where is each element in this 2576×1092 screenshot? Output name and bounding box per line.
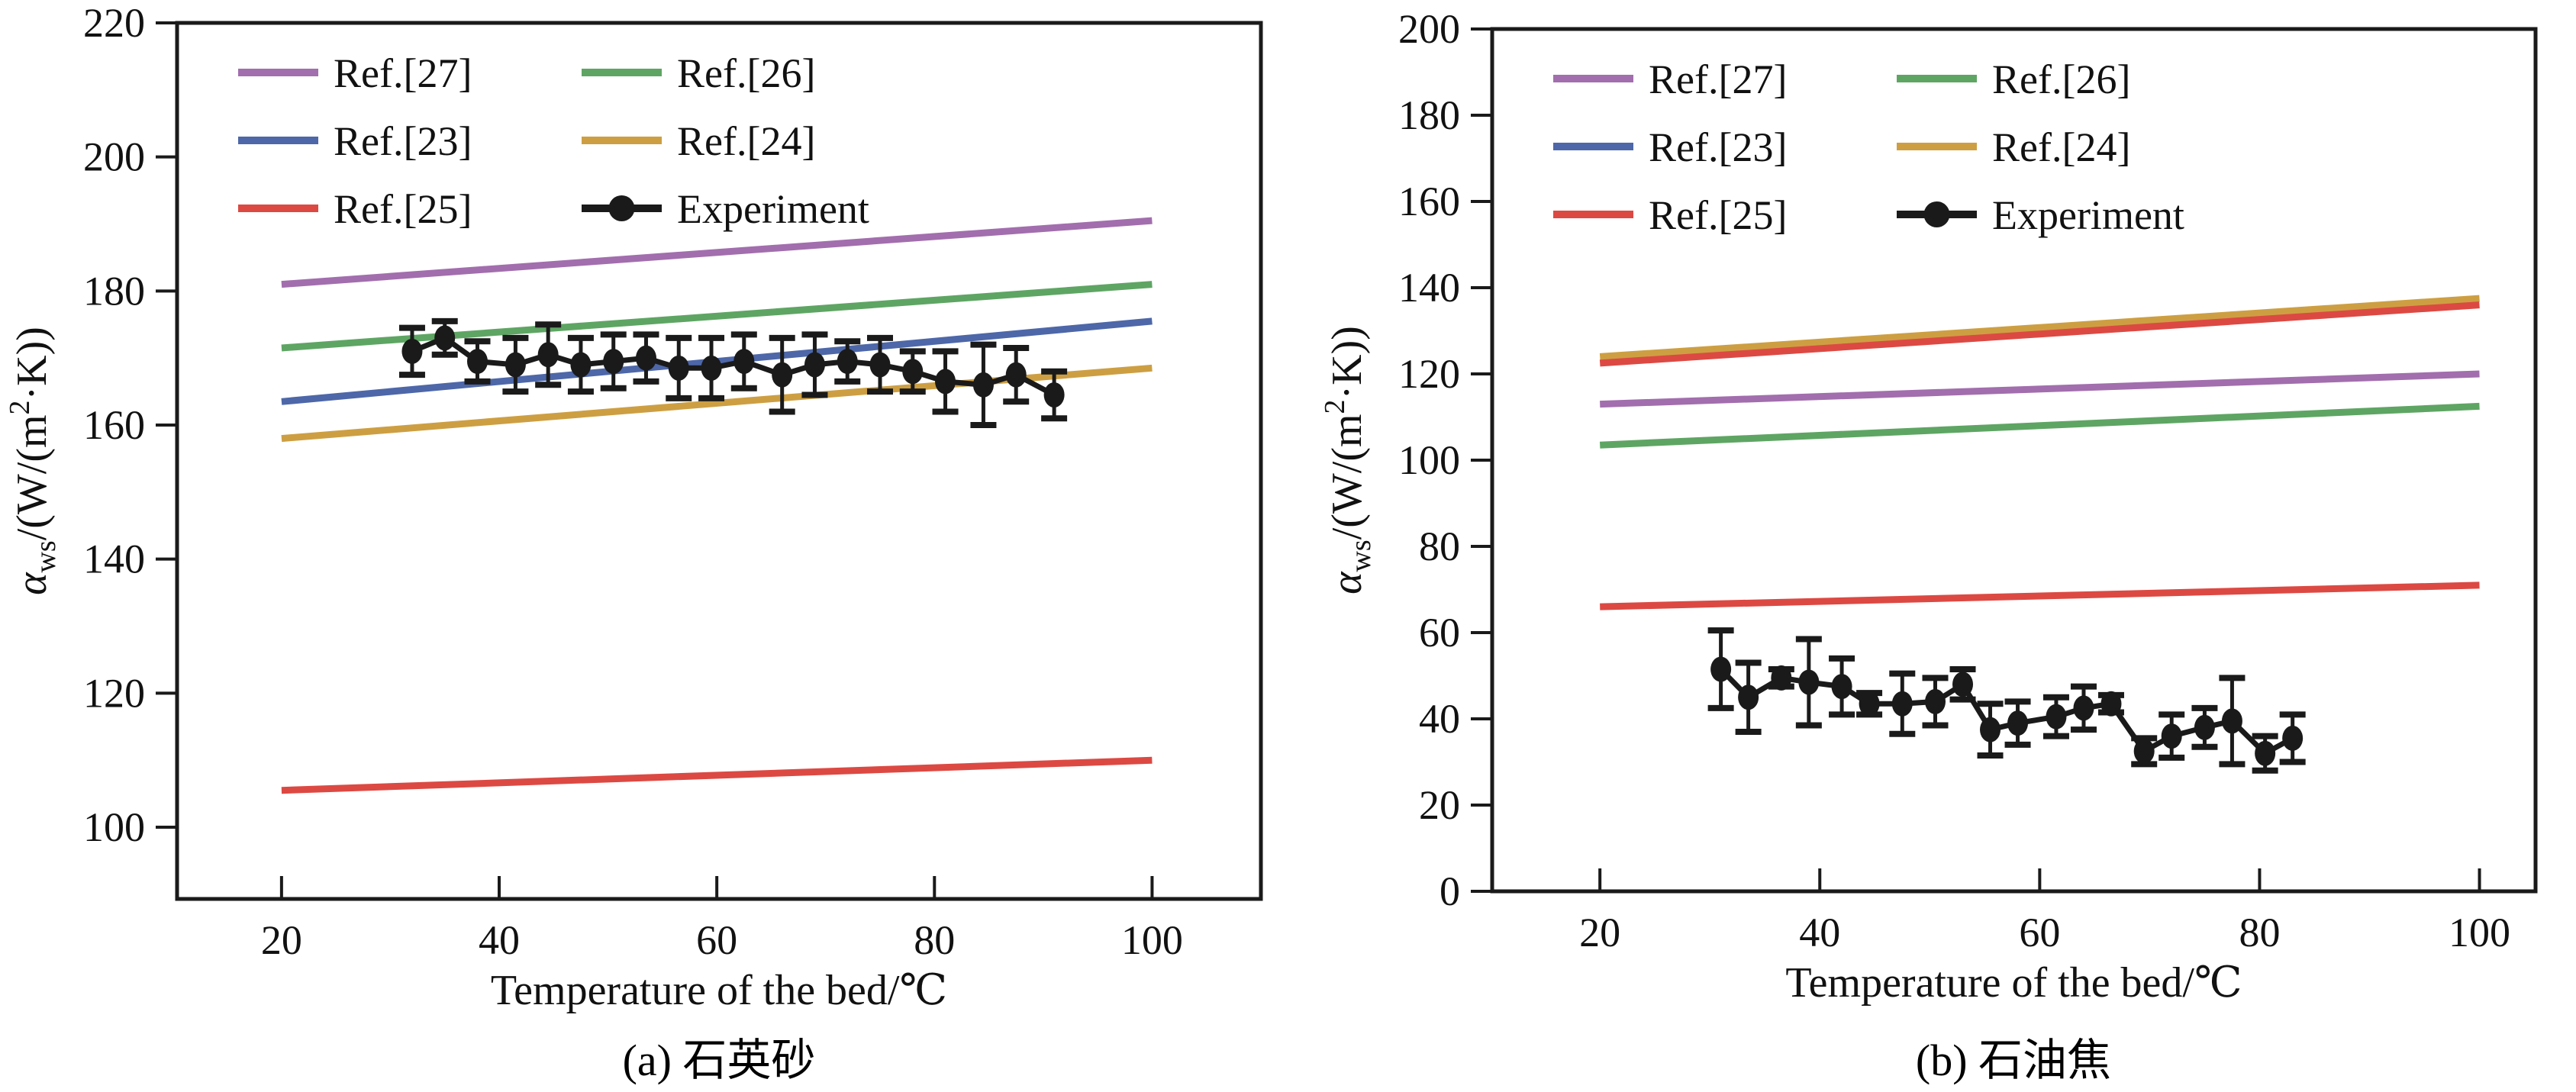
y-tick-label: 80: [1419, 523, 1460, 569]
y-tick-label: 160: [83, 402, 145, 448]
caption-panel-b: (b) 石油焦: [1915, 1036, 2112, 1085]
legend-entry: Ref.[25]: [238, 186, 472, 232]
panel-b: 20 40 60 80 100 0 20 40 60 80 100 120 140 160 180 200 Te…: [1319, 6, 2538, 1007]
experiment-error-bars: [1707, 627, 2306, 774]
legend-label: Ref.[26]: [677, 50, 815, 96]
y-tick-label: 140: [83, 536, 145, 582]
legend-entry: Experiment: [582, 186, 869, 232]
series-line-Ref.[26]: [1600, 402, 2480, 449]
x-tick-label: 40: [1799, 910, 1840, 955]
x-tick-label: 60: [2019, 910, 2060, 955]
series-line-Ref.[25]: [1600, 581, 2480, 610]
series-line-Ref.[27]: [281, 217, 1153, 288]
legend-marker-circle: [1923, 201, 1950, 227]
legend-label: Ref.[27]: [1649, 56, 1787, 102]
legend-label: Ref.[25]: [334, 186, 472, 232]
y-tick-label: 60: [1419, 610, 1460, 656]
y-tick-label: 200: [1398, 6, 1460, 52]
x-tick-label: 20: [261, 917, 302, 963]
legend-entry: Ref.[23]: [1553, 124, 1787, 170]
experiment-markers: [1710, 656, 2304, 766]
experiment-error-bars: [398, 317, 1068, 429]
y-tick-label: 220: [83, 0, 145, 46]
legend-marker-circle: [608, 195, 635, 221]
legend-label: Experiment: [1992, 192, 2184, 238]
legend-entry: Experiment: [1897, 192, 2184, 238]
y-tick-label: 20: [1419, 782, 1460, 828]
legend-entry: Ref.[23]: [238, 118, 472, 164]
x-tick-label: 20: [1579, 910, 1620, 955]
legend-entry: Ref.[26]: [582, 50, 815, 96]
y-tick-label: 140: [1398, 265, 1460, 311]
y-tick-label: 100: [83, 804, 145, 850]
x-tick-label: 40: [479, 917, 520, 963]
y-axis-label: αws/(W/(m2·K)): [4, 327, 62, 595]
panel-a: 20 40 60 80 100 100 120 140 160 180 200 220 Temperat…: [4, 0, 1263, 1014]
x-tick-label: 80: [2239, 910, 2280, 955]
x-tick-label: 80: [914, 917, 955, 963]
plot-frame: [175, 21, 1263, 901]
x-axis-label: Temperature of the bed/℃: [491, 967, 947, 1014]
legend-entry: Ref.[27]: [238, 50, 472, 96]
legend-entry: Ref.[26]: [1897, 56, 2130, 102]
y-tick-label: 100: [1398, 437, 1460, 483]
experiment-markers: [401, 325, 1065, 407]
x-tick-label: 60: [696, 917, 737, 963]
y-tick-label: 200: [83, 134, 145, 180]
y-tick-label: 180: [83, 268, 145, 314]
y-tick-label: 40: [1419, 696, 1460, 742]
legend-label: Ref.[25]: [1649, 192, 1787, 238]
legend-label: Ref.[26]: [1992, 56, 2130, 102]
y-tick-label: 0: [1440, 868, 1460, 914]
legend-label: Ref.[24]: [677, 118, 815, 164]
series-line-Ref.[23]: [1599, 301, 2480, 367]
x-tick-label: 100: [2449, 910, 2510, 955]
y-tick-label: 120: [1398, 351, 1460, 397]
legend-label: Ref.[23]: [1649, 124, 1787, 170]
y-tick-label: 160: [1398, 179, 1460, 224]
y-tick-label: 180: [1398, 92, 1460, 138]
x-tick-label: 100: [1121, 917, 1183, 963]
legend-entry: Ref.[24]: [582, 118, 815, 164]
series-line-Ref.[24]: [1599, 295, 2480, 360]
legend-label: Ref.[24]: [1992, 124, 2130, 170]
x-axis-label: Temperature of the bed/℃: [1785, 959, 2242, 1007]
legend-label: Ref.[27]: [334, 50, 472, 96]
legend-entry: Ref.[24]: [1897, 124, 2130, 170]
caption-panel-a: (a) 石英砂: [622, 1036, 816, 1085]
legend-label: Ref.[23]: [334, 118, 472, 164]
legend-entry: Ref.[27]: [1553, 56, 1787, 102]
y-axis-label: αws/(W/(m2·K)): [1319, 326, 1377, 594]
legend-entry: Ref.[25]: [1553, 192, 1787, 238]
series-line-Ref.[25]: [281, 756, 1153, 794]
series-line-Ref.[27]: [1600, 370, 2480, 408]
series-line-Ref.[26]: [281, 281, 1153, 352]
legend-label: Experiment: [677, 186, 869, 232]
y-tick-label: 120: [83, 670, 145, 716]
